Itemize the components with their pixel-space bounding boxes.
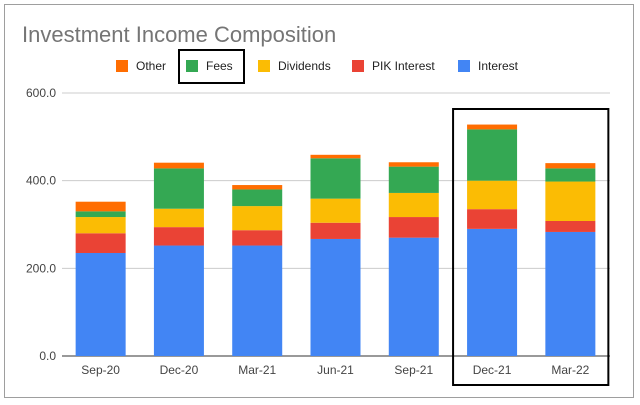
bar-segment-dividends [232,206,283,231]
bar-segment-pik-interest [232,230,283,246]
legend-swatch [116,60,128,72]
bar-segment-interest [232,245,283,356]
x-axis: Sep-20 Dec-20 Mar-21 Jun-21 Sep-21 Dec-21 Mar-… [81,363,589,377]
bar-segment-other [388,162,439,167]
y-tick-label: 200.0 [26,261,56,275]
bar-segment-pik-interest [153,227,204,246]
bar-segment-fees [310,158,361,199]
legend: Other Fees Dividends PIK Interest Interest [116,59,519,73]
bar-segment-fees [75,211,126,218]
bar-segment-interest [467,228,518,356]
bar-segment-dividends [310,198,361,223]
bars [75,124,596,356]
legend-swatch [458,60,470,72]
bar-segment-interest [153,245,204,356]
legend-label: Fees [206,59,233,73]
bar-segment-pik-interest [75,233,126,253]
bar-segment-fees [545,168,596,182]
bar-segment-dividends [545,181,596,221]
bar-segment-other [75,201,126,212]
y-tick-label: 400.0 [26,174,56,188]
bar-segment-pik-interest [388,217,439,238]
bar-segment-other [310,154,361,159]
x-tick-label: Jun-21 [317,363,354,377]
legend-highlight-box [178,49,245,84]
bar-segment-other [232,185,283,190]
bar-segment-fees [388,166,439,193]
bar-segment-interest [75,252,126,356]
bar-segment-fees [153,168,204,209]
x-tick-label: Dec-20 [160,363,199,377]
bar-segment-dividends [153,208,204,228]
bar-segment-dividends [388,192,439,218]
bar-segment-interest [388,237,439,356]
chart-title: Investment Income Composition [22,22,336,47]
x-tick-label: Mar-22 [551,363,589,377]
y-axis: 0.0 200.0 400.0 600.0 [26,86,56,363]
bar-segment-fees [232,189,283,207]
y-tick-label: 600.0 [26,86,56,100]
highlight-boxes [178,49,610,386]
bar-segment-dividends [467,180,518,210]
x-tick-label: Dec-21 [473,363,512,377]
bar-segment-pik-interest [467,209,518,229]
bar-segment-interest [310,238,361,356]
bar-segment-other [153,162,204,169]
bar-segment-dividends [75,217,126,234]
x-tick-label: Sep-20 [81,363,120,377]
legend-swatch [258,60,270,72]
legend-label: Interest [478,59,519,73]
bar-segment-other [467,124,518,130]
legend-swatch [186,60,198,72]
legend-label: Other [136,59,166,73]
bar-segment-fees [467,129,518,181]
x-tick-label: Sep-21 [394,363,433,377]
x-tick-label: Mar-21 [238,363,276,377]
legend-swatch [352,60,364,72]
legend-label: PIK Interest [372,59,435,73]
bar-segment-pik-interest [310,222,361,239]
y-tick-label: 0.0 [39,349,56,363]
bars-highlight-box [452,108,610,386]
bar-segment-pik-interest [545,220,596,232]
bar-segment-interest [545,231,596,356]
bar-segment-other [545,163,596,169]
legend-label: Dividends [278,59,331,73]
